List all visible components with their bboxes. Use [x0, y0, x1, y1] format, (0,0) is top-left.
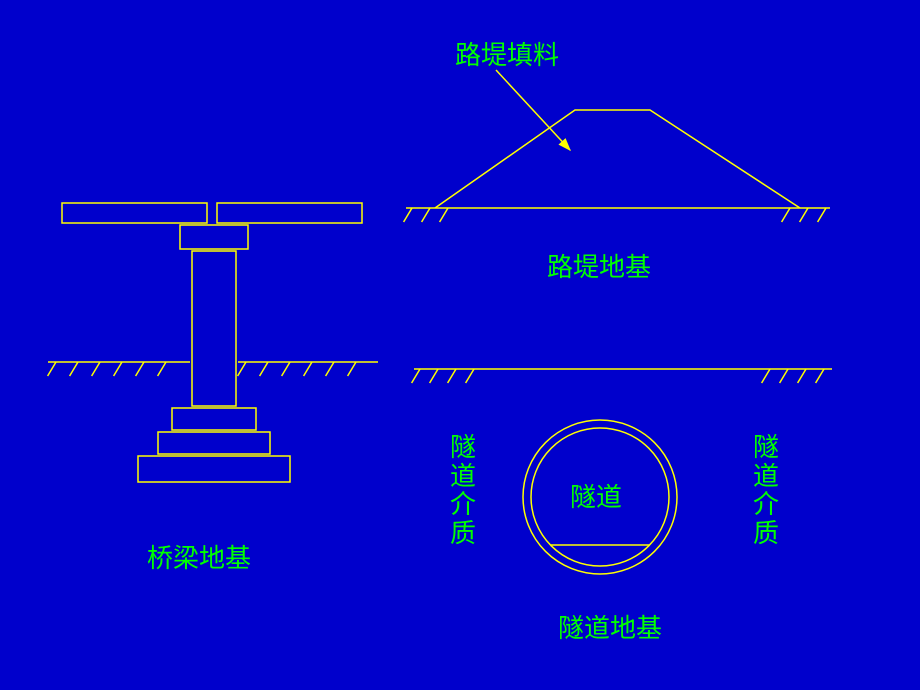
label-embankment-fill: 路堤填料 [455, 35, 559, 72]
label-tunnel-foundation: 隧道地基 [558, 608, 662, 645]
diagram-svg [0, 0, 920, 690]
label-bridge-foundation: 桥梁地基 [147, 538, 251, 575]
label-tunnel: 隧道 [570, 477, 622, 514]
label-embankment-foundation: 路堤地基 [547, 247, 651, 284]
label-tunnel-medium-right: 隧道介质 [753, 434, 779, 548]
label-tunnel-medium-left: 隧道介质 [450, 434, 476, 548]
